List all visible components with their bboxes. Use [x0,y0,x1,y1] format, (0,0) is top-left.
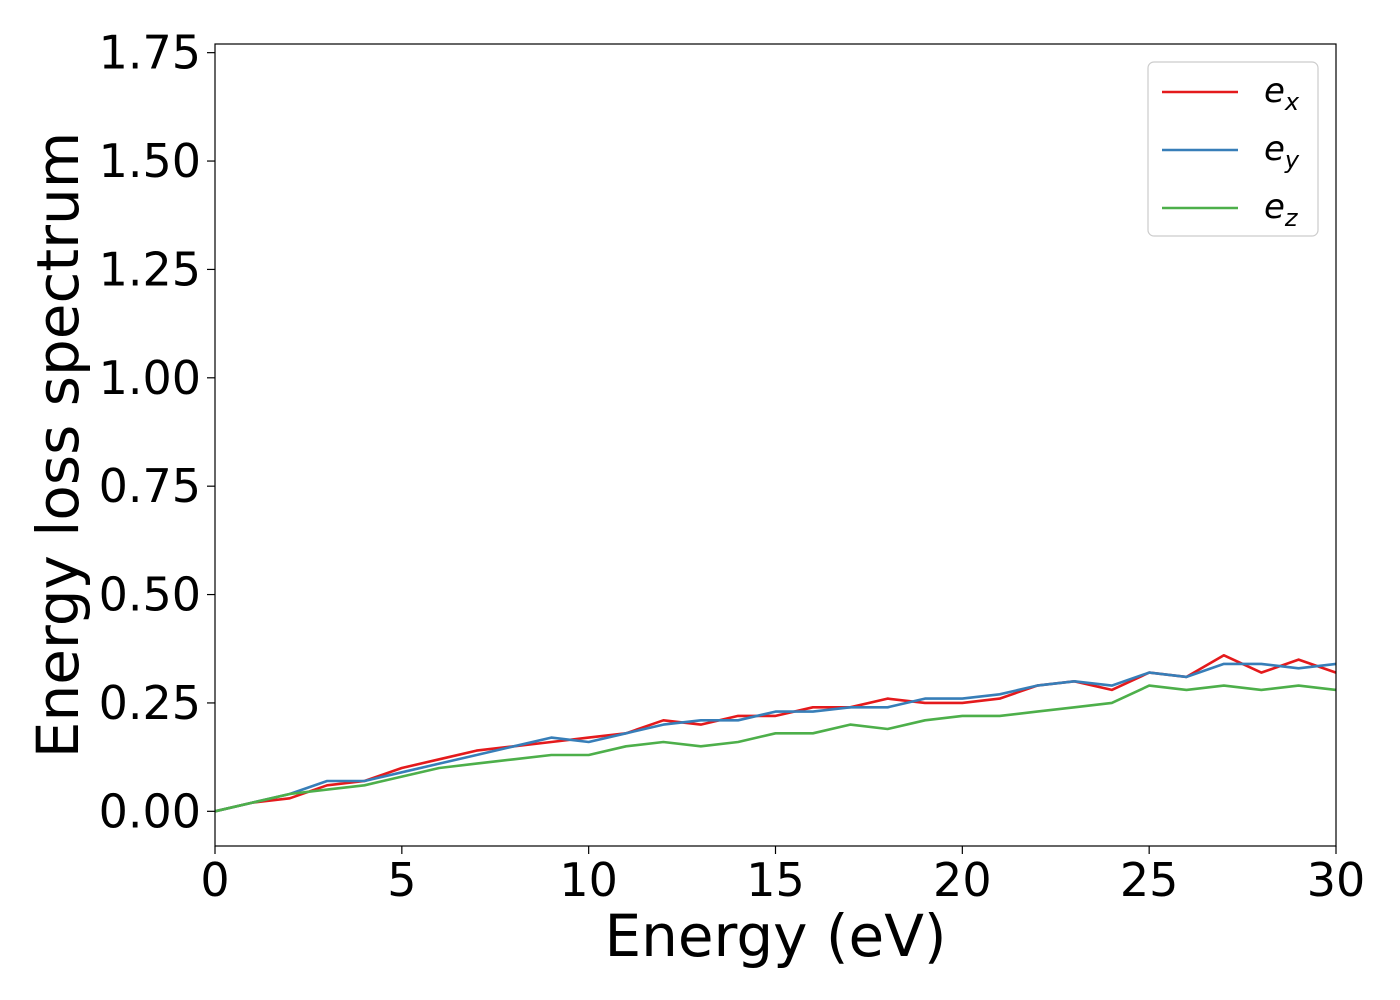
x-tick-label: 0 [200,853,229,907]
legend-label-ey: ey [1264,129,1300,174]
y-tick-label: 1.00 [99,351,201,405]
x-tick-label: 20 [933,853,992,907]
y-tick-label: 1.75 [99,26,201,80]
y-tick-label: 1.25 [99,242,201,296]
legend-label-ex: ex [1264,71,1300,116]
y-tick-label: 1.50 [99,134,201,188]
x-axis: 0 5 10 15 20 25 30 [200,846,1365,907]
legend: ex ey ez [1147,61,1319,237]
y-tick-label: 0.25 [99,676,201,730]
y-axis-label: Energy loss spectrum [24,132,92,758]
series-line-ey [214,662,1337,813]
x-tick-label: 5 [387,853,416,907]
x-tick-label: 30 [1307,853,1366,907]
x-axis-label: Energy (eV) [604,902,946,970]
legend-label-ez: ez [1264,187,1299,232]
series-layer [214,653,1337,813]
x-tick-label: 10 [559,853,618,907]
y-axis: 0.00 0.25 0.50 0.75 1.00 1.25 1.50 1.75 [99,26,215,838]
x-tick-label: 15 [746,853,805,907]
y-tick-label: 0.75 [99,459,201,513]
y-tick-label: 0.50 [99,568,201,622]
x-tick-label: 25 [1120,853,1179,907]
y-tick-label: 0.00 [99,784,201,838]
series-line-ez [214,684,1337,813]
